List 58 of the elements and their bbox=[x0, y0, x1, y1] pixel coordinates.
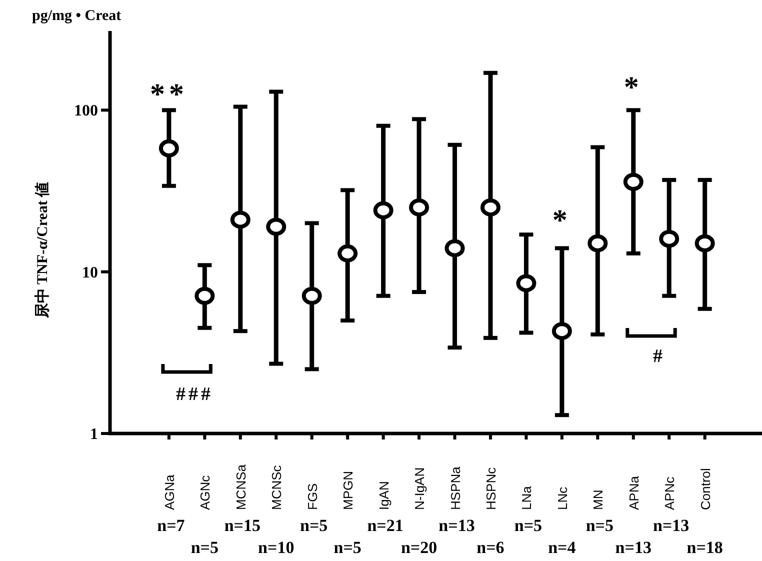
text: n=18 bbox=[686, 538, 723, 557]
x-tick-label: IgAN bbox=[376, 481, 392, 510]
point bbox=[480, 198, 500, 216]
point bbox=[373, 201, 394, 220]
point bbox=[409, 198, 430, 216]
point bbox=[194, 286, 215, 305]
point bbox=[552, 322, 572, 340]
text: pg/mg • Creat bbox=[32, 8, 122, 24]
text: n=13 bbox=[653, 516, 690, 535]
y-axis-title: 尿中 TNF-α/Creat 値 bbox=[34, 182, 51, 320]
point bbox=[444, 239, 465, 258]
x-tick-label: APNc bbox=[662, 476, 678, 510]
annotation: * bbox=[552, 204, 572, 237]
x-tick-label: APNa bbox=[626, 475, 642, 510]
x-tick-label: MCNSc bbox=[269, 464, 284, 510]
text: n=5 bbox=[300, 516, 328, 535]
x-tick-label: MPGN bbox=[340, 471, 356, 510]
x-tick-label: Control bbox=[698, 468, 713, 510]
point bbox=[623, 172, 644, 191]
x-tick-label: LNa bbox=[519, 485, 534, 510]
point bbox=[266, 218, 286, 236]
point bbox=[338, 244, 358, 262]
x-tick-label: MN bbox=[590, 490, 606, 510]
y-tick-label: 10 bbox=[82, 264, 98, 282]
x-tick-label: AGNa bbox=[162, 474, 177, 510]
text: n=21 bbox=[367, 516, 404, 535]
point bbox=[302, 286, 322, 305]
point bbox=[588, 234, 608, 252]
point bbox=[694, 234, 715, 252]
point bbox=[230, 210, 250, 229]
point bbox=[516, 274, 536, 292]
x-tick-label: FGS bbox=[304, 482, 320, 510]
text: n=4 bbox=[548, 538, 576, 557]
x-tick-label: N-IgAN bbox=[412, 467, 428, 510]
y-tick-label: 100 bbox=[74, 102, 98, 120]
text: n=6 bbox=[476, 538, 504, 557]
text: n=15 bbox=[224, 516, 260, 535]
x-tick-label: AGNc bbox=[198, 474, 213, 510]
point bbox=[659, 230, 680, 248]
annotation: * bbox=[624, 71, 643, 104]
text: n=13 bbox=[615, 538, 652, 557]
x-tick-label: HSPNa bbox=[448, 466, 463, 510]
text: n=5 bbox=[190, 538, 218, 557]
x-tick-label: HSPNc bbox=[483, 466, 498, 510]
text: n=5 bbox=[586, 516, 614, 535]
annotation: ### bbox=[176, 384, 214, 405]
x-tick-label: MCNSa bbox=[233, 464, 248, 510]
y-tick-label: 1 bbox=[90, 426, 98, 443]
text: n=20 bbox=[400, 538, 438, 557]
text: n=5 bbox=[334, 538, 362, 557]
text: n=5 bbox=[514, 516, 542, 535]
x-tick-label: LNc bbox=[554, 486, 570, 510]
text: n=10 bbox=[258, 538, 294, 557]
text: n=7 bbox=[157, 516, 186, 535]
annotation: # bbox=[653, 346, 666, 367]
text: n=13 bbox=[438, 516, 475, 535]
point bbox=[158, 139, 179, 158]
annotation: ** bbox=[150, 78, 188, 111]
